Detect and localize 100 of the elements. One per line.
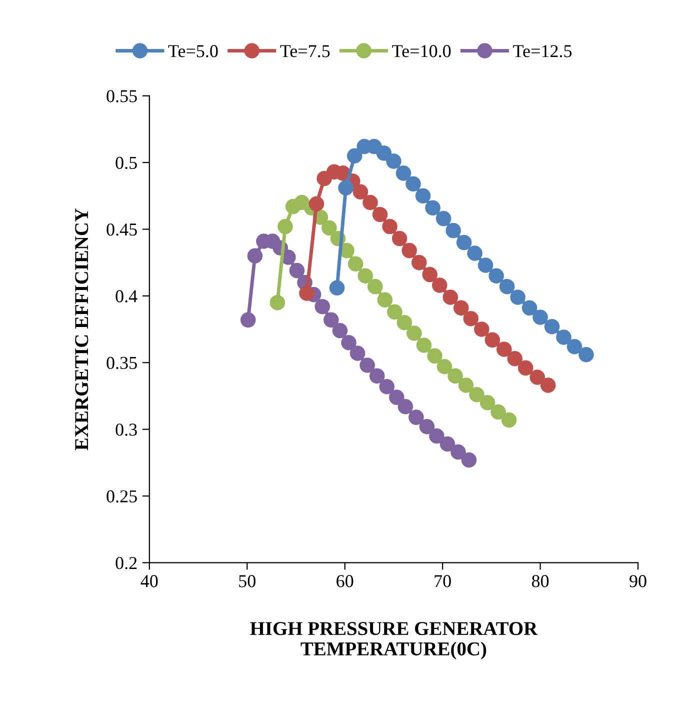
point bbox=[480, 394, 496, 410]
point bbox=[406, 176, 421, 192]
point bbox=[448, 368, 463, 384]
point bbox=[474, 322, 490, 337]
point bbox=[278, 218, 293, 234]
point bbox=[240, 312, 256, 328]
point bbox=[406, 326, 422, 341]
y-tick-label: 0.25 bbox=[106, 490, 137, 503]
point bbox=[382, 218, 398, 234]
point bbox=[469, 386, 484, 402]
point bbox=[352, 184, 368, 200]
x-tick-label: 40 bbox=[140, 575, 158, 588]
y-tick-label: 0.3 bbox=[116, 424, 137, 436]
point bbox=[419, 419, 435, 434]
point bbox=[346, 148, 362, 164]
point bbox=[379, 378, 395, 394]
y-tick-label: 0.4 bbox=[116, 290, 138, 302]
point bbox=[350, 346, 366, 361]
point bbox=[436, 358, 452, 374]
point bbox=[478, 258, 494, 273]
point bbox=[416, 338, 432, 353]
point bbox=[308, 196, 324, 212]
x-tick-label: 90 bbox=[630, 575, 646, 588]
point bbox=[338, 180, 354, 196]
legend-label: Te=10.0 bbox=[392, 45, 451, 58]
point bbox=[341, 334, 356, 350]
y-tick-label: 0.35 bbox=[106, 356, 137, 370]
point bbox=[463, 310, 479, 326]
point bbox=[289, 262, 305, 278]
point bbox=[427, 348, 442, 364]
point bbox=[488, 268, 504, 284]
point bbox=[556, 330, 572, 345]
point bbox=[386, 154, 402, 169]
point bbox=[507, 350, 523, 366]
point bbox=[490, 404, 506, 420]
point bbox=[566, 338, 582, 354]
point bbox=[247, 248, 263, 264]
point bbox=[332, 322, 348, 338]
point bbox=[429, 428, 444, 444]
point bbox=[432, 278, 448, 293]
point bbox=[496, 342, 512, 357]
point bbox=[518, 360, 534, 376]
point bbox=[422, 266, 438, 282]
x-tick-label: 80 bbox=[532, 575, 549, 588]
point bbox=[458, 378, 474, 393]
y-tick-label: 0.45 bbox=[106, 223, 137, 236]
point bbox=[453, 300, 469, 316]
point bbox=[324, 312, 339, 328]
point bbox=[440, 436, 456, 452]
point bbox=[377, 292, 393, 308]
point bbox=[450, 444, 466, 460]
point bbox=[299, 286, 314, 301]
point bbox=[467, 246, 482, 261]
point bbox=[499, 278, 515, 294]
point bbox=[369, 368, 385, 384]
y-axis-title: EXERGETIC EFFICIENCY bbox=[75, 208, 88, 450]
point bbox=[360, 358, 375, 373]
point bbox=[544, 318, 560, 334]
point bbox=[522, 300, 538, 316]
y-tick-label: 0.55 bbox=[106, 90, 137, 102]
point bbox=[402, 242, 417, 258]
point bbox=[314, 298, 330, 314]
point bbox=[388, 390, 404, 405]
point bbox=[376, 146, 392, 161]
y-tick-label: 0.5 bbox=[116, 156, 137, 170]
point bbox=[425, 200, 440, 216]
legend-label: Te=5.0 bbox=[168, 45, 218, 58]
x-tick-label: 60 bbox=[336, 575, 354, 588]
point bbox=[358, 268, 374, 284]
point bbox=[372, 206, 388, 222]
point bbox=[501, 412, 517, 428]
point bbox=[456, 234, 472, 250]
point bbox=[329, 280, 345, 296]
y-tick-label: 0.2 bbox=[116, 556, 137, 570]
point bbox=[408, 410, 424, 425]
point bbox=[532, 310, 548, 325]
point bbox=[362, 194, 378, 210]
point bbox=[540, 378, 556, 393]
point bbox=[530, 370, 545, 385]
point bbox=[461, 452, 477, 468]
x-axis-title: HIGH PRESSURE GENERATOR TEMPERATURE(0C) bbox=[250, 622, 538, 660]
point bbox=[270, 294, 286, 310]
point bbox=[396, 314, 412, 330]
point bbox=[392, 230, 408, 246]
point bbox=[442, 290, 458, 305]
point bbox=[446, 222, 461, 238]
point bbox=[398, 398, 414, 414]
point bbox=[368, 278, 383, 294]
point bbox=[322, 220, 337, 236]
point bbox=[348, 256, 364, 272]
point bbox=[484, 332, 500, 348]
legend-label: Te=7.5 bbox=[280, 45, 330, 58]
point bbox=[510, 290, 526, 305]
legend-label: Te=12.5 bbox=[513, 45, 572, 58]
point bbox=[415, 188, 431, 204]
point bbox=[578, 346, 594, 362]
point bbox=[387, 304, 402, 320]
point bbox=[436, 210, 452, 226]
x-tick-label: 50 bbox=[239, 575, 256, 588]
point bbox=[411, 254, 427, 270]
